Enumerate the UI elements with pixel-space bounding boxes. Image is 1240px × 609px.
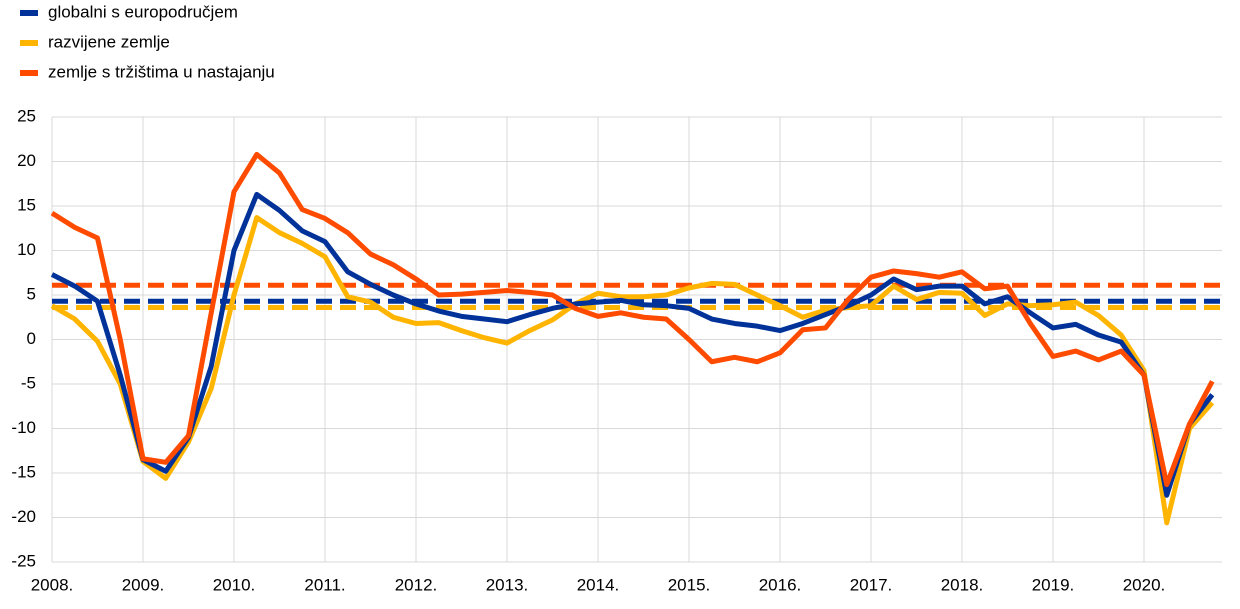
legend-label: zemlje s tržištima u nastajanju bbox=[48, 62, 275, 81]
x-tick-label: 2018. bbox=[941, 575, 984, 594]
legend-label: globalni s europodručjem bbox=[48, 2, 238, 21]
y-tick-label: -20 bbox=[11, 507, 36, 526]
x-tick-label: 2014. bbox=[577, 575, 620, 594]
x-tick-label: 2019. bbox=[1032, 575, 1075, 594]
legend-label: razvijene zemlje bbox=[48, 32, 170, 51]
x-tick-label: 2010. bbox=[213, 575, 256, 594]
y-tick-label: 20 bbox=[17, 151, 36, 170]
x-tick-label: 2017. bbox=[850, 575, 893, 594]
y-tick-label: -15 bbox=[11, 462, 36, 481]
y-tick-label: -10 bbox=[11, 418, 36, 437]
x-tick-label: 2020. bbox=[1123, 575, 1166, 594]
y-tick-label: 25 bbox=[17, 106, 36, 125]
y-tick-label: 15 bbox=[17, 195, 36, 214]
x-tick-label: 2011. bbox=[304, 575, 345, 594]
x-tick-label: 2015. bbox=[668, 575, 711, 594]
y-tick-label: -25 bbox=[11, 551, 36, 570]
x-tick-label: 2008. bbox=[31, 575, 74, 594]
y-tick-label: 0 bbox=[27, 329, 36, 348]
series-line bbox=[50, 151, 1215, 488]
x-tick-label: 2009. bbox=[122, 575, 165, 594]
series-line bbox=[50, 215, 1215, 526]
y-tick-label: -5 bbox=[21, 373, 36, 392]
x-tick-label: 2012. bbox=[395, 575, 438, 594]
x-tick-label: 2016. bbox=[759, 575, 802, 594]
y-tick-label: 5 bbox=[27, 284, 36, 303]
x-tick-label: 2013. bbox=[486, 575, 529, 594]
y-tick-label: 10 bbox=[17, 240, 36, 259]
